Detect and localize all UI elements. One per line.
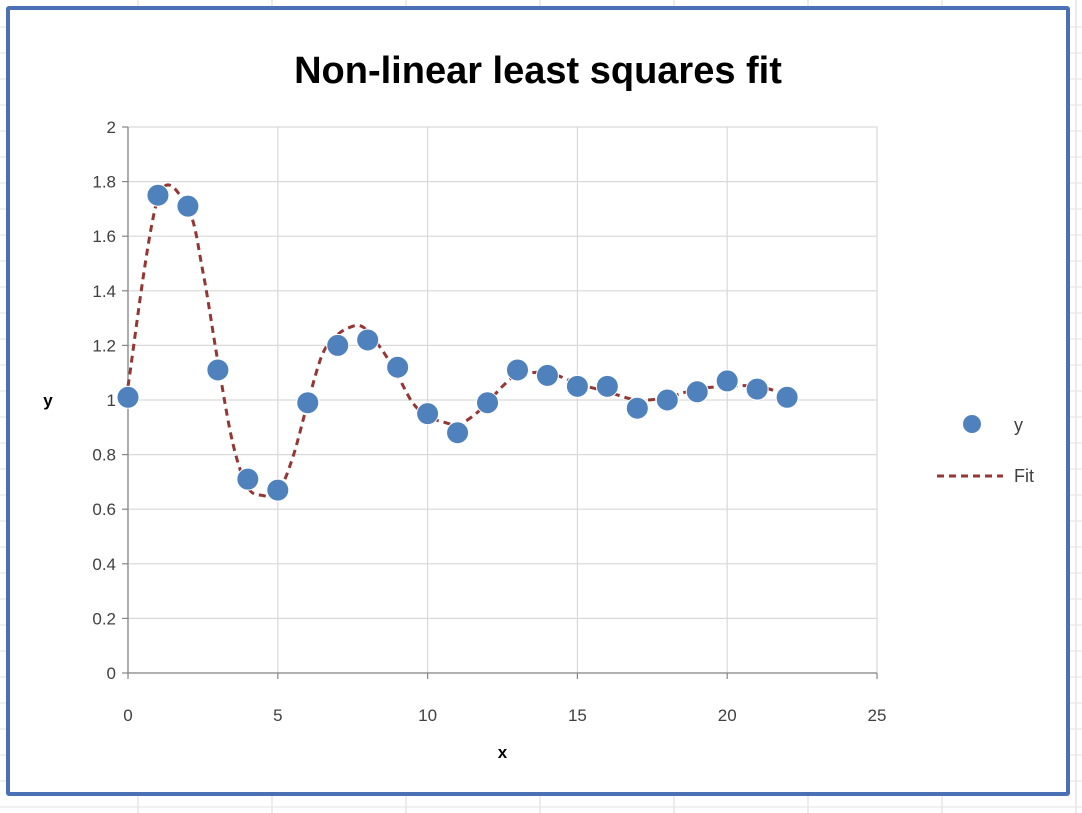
y-tick-label: 0.2 bbox=[92, 609, 116, 628]
legend-label-y: y bbox=[1014, 415, 1023, 435]
y-tick-label: 0.6 bbox=[92, 500, 116, 519]
y-tick-label: 1.2 bbox=[92, 336, 116, 355]
data-point bbox=[206, 358, 230, 382]
x-tick-label: 0 bbox=[123, 706, 132, 725]
data-point bbox=[116, 385, 140, 409]
data-point bbox=[505, 358, 529, 382]
data-point bbox=[416, 402, 440, 426]
legend-label-fit: Fit bbox=[1014, 466, 1034, 486]
data-point bbox=[386, 355, 410, 379]
data-point bbox=[565, 374, 589, 398]
y-tick-label: 1 bbox=[107, 391, 116, 410]
y-axis-title: y bbox=[43, 391, 53, 410]
data-point bbox=[775, 385, 799, 409]
y-tick-label: 2 bbox=[107, 118, 116, 137]
y-tick-label: 0.8 bbox=[92, 446, 116, 465]
x-tick-label: 15 bbox=[568, 706, 587, 725]
x-tick-label: 25 bbox=[868, 706, 887, 725]
data-point bbox=[595, 374, 619, 398]
data-point bbox=[356, 328, 380, 352]
y-tick-label: 1.4 bbox=[92, 282, 116, 301]
data-point bbox=[655, 388, 679, 412]
chart-title: Non-linear least squares fit bbox=[294, 50, 782, 92]
fit-line bbox=[126, 183, 788, 499]
x-tick-label: 5 bbox=[273, 706, 282, 725]
x-tick-label: 20 bbox=[718, 706, 737, 725]
data-point bbox=[176, 194, 200, 218]
y-tick-label: 0.4 bbox=[92, 555, 116, 574]
y-tick-label: 0 bbox=[107, 664, 116, 683]
data-point bbox=[266, 478, 290, 502]
data-point bbox=[535, 363, 559, 387]
data-point bbox=[715, 369, 739, 393]
data-point bbox=[476, 391, 500, 415]
legend-marker-y bbox=[963, 415, 981, 433]
data-point bbox=[685, 380, 709, 404]
y-tick-label: 1.8 bbox=[92, 173, 116, 192]
data-point bbox=[236, 467, 260, 491]
data-point bbox=[296, 391, 320, 415]
data-point bbox=[146, 183, 170, 207]
data-point bbox=[446, 421, 470, 445]
y-tick-label: 1.6 bbox=[92, 227, 116, 246]
chart-area[interactable]: Non-linear least squares fit bbox=[6, 6, 1070, 796]
x-axis-title: x bbox=[498, 743, 508, 762]
x-tick-label: 10 bbox=[418, 706, 437, 725]
data-point bbox=[326, 333, 350, 357]
data-point bbox=[745, 377, 769, 401]
data-point bbox=[625, 396, 649, 420]
